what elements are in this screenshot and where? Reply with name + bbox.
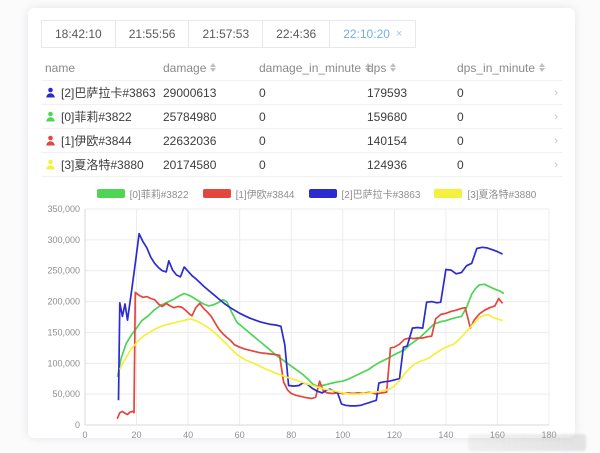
damage-in-minute-value: 0 <box>259 85 266 100</box>
row-expand-chevron-icon[interactable]: › <box>554 134 558 147</box>
player-icon <box>45 135 56 146</box>
player-name: [1]伊欧#3844 <box>61 134 132 148</box>
svg-text:140: 140 <box>438 430 453 440</box>
damage-value: 29000613 <box>163 85 217 100</box>
legend-label: [3]夏洛特#3880 <box>467 190 537 201</box>
dps-line-chart: 0 50,000 100,000 150,000 200,000 250,000 300,0… <box>41 203 562 452</box>
legend-item[interactable]: [1]伊欧#3844 <box>202 186 295 201</box>
column-header-dps-in-minute[interactable]: dps_in_minute <box>457 61 549 75</box>
dps-value: 140154 <box>367 133 408 148</box>
svg-text:0: 0 <box>75 420 80 430</box>
damage-in-minute-value: 0 <box>259 133 266 148</box>
svg-text:150,000: 150,000 <box>47 327 80 337</box>
column-header-damage-in-minute[interactable]: damage_in_minute <box>259 61 372 75</box>
legend-swatch <box>308 189 337 198</box>
watermark <box>468 434 586 451</box>
legend-label: [1]伊欧#3844 <box>235 190 295 201</box>
tab-label: 21:55:56 <box>128 27 176 41</box>
legend-item[interactable]: [0]菲莉#3822 <box>96 186 189 201</box>
svg-text:160: 160 <box>490 430 505 440</box>
row-expand-chevron-icon[interactable]: › <box>554 158 558 171</box>
sort-icon[interactable] <box>210 63 217 72</box>
svg-text:50,000: 50,000 <box>52 389 80 399</box>
dps-in-minute-value: 0 <box>457 157 464 172</box>
svg-text:180: 180 <box>541 430 556 440</box>
legend-label: [2]巴萨拉卡#3863 <box>341 190 421 201</box>
svg-text:100,000: 100,000 <box>47 358 80 368</box>
row-expand-chevron-icon[interactable]: › <box>554 110 558 123</box>
row-expand-chevron-icon[interactable]: › <box>554 86 558 99</box>
player-icon <box>45 111 56 122</box>
column-header-damage[interactable]: damage <box>163 61 259 75</box>
svg-text:300,000: 300,000 <box>47 235 80 245</box>
close-icon[interactable]: × <box>395 27 403 40</box>
dps-value: 159680 <box>367 109 408 124</box>
dps-in-minute-value: 0 <box>457 109 464 124</box>
damage-value: 20174580 <box>163 157 217 172</box>
chart-legend: [0]菲莉#3822 [1]伊欧#3844 [2]巴萨拉卡#3863 [3]夏洛… <box>71 186 562 201</box>
player-name: [2]巴萨拉卡#3863 <box>61 86 156 100</box>
table-row[interactable]: [2]巴萨拉卡#3863 29000613 0 179593 0 › <box>41 81 562 105</box>
column-header-name: name <box>45 60 76 75</box>
svg-text:80: 80 <box>286 430 296 440</box>
tab-label: 22:4:36 <box>276 27 317 41</box>
damage-value: 25784980 <box>163 109 217 124</box>
table-row[interactable]: [0]菲莉#3822 25784980 0 159680 0 › <box>41 105 562 129</box>
legend-swatch <box>434 189 463 198</box>
damage-in-minute-value: 0 <box>259 109 266 124</box>
svg-text:0: 0 <box>82 430 87 440</box>
player-stats-table: name damage damage_in_minute dps dps_in_… <box>41 55 562 177</box>
damage-value: 22632036 <box>163 133 217 148</box>
tab-encounter-5-active[interactable]: 22:10:20 × <box>329 20 417 48</box>
chart-canvas: 0 50,000 100,000 150,000 200,000 250,000 300,0… <box>47 204 556 440</box>
legend-item[interactable]: [2]巴萨拉卡#3863 <box>308 186 421 201</box>
table-row[interactable]: [1]伊欧#3844 22632036 0 140154 0 › <box>41 129 562 153</box>
legend-swatch <box>202 189 231 198</box>
encounter-tabbar: 18:42:10 21:55:56 21:57:53 22:4:36 22:10… <box>41 20 562 48</box>
tab-encounter-1[interactable]: 18:42:10 <box>41 20 116 48</box>
dps-value: 124936 <box>367 157 408 172</box>
sort-icon[interactable] <box>365 63 372 72</box>
svg-text:20: 20 <box>132 430 142 440</box>
dps-in-minute-value: 0 <box>457 133 464 148</box>
svg-text:350,000: 350,000 <box>47 204 80 214</box>
tab-label: 21:57:53 <box>202 27 250 41</box>
tab-label: 18:42:10 <box>55 27 102 41</box>
dps-meter-panel: 18:42:10 21:55:56 21:57:53 22:4:36 22:10… <box>28 8 575 440</box>
svg-text:120: 120 <box>387 430 402 440</box>
tab-label: 22:10:20 <box>343 27 390 41</box>
svg-text:250,000: 250,000 <box>47 266 80 276</box>
column-header-dps[interactable]: dps <box>367 61 457 75</box>
legend-label: [0]菲莉#3822 <box>129 190 189 201</box>
dps-in-minute-value: 0 <box>457 85 464 100</box>
svg-text:200,000: 200,000 <box>47 297 80 307</box>
player-icon <box>45 87 56 98</box>
tab-encounter-4[interactable]: 22:4:36 <box>262 20 331 48</box>
legend-swatch <box>96 189 125 198</box>
damage-in-minute-value: 0 <box>259 157 266 172</box>
player-name: [0]菲莉#3822 <box>61 110 132 124</box>
dps-value: 179593 <box>367 85 408 100</box>
table-row[interactable]: [3]夏洛特#3880 20174580 0 124936 0 › <box>41 153 562 177</box>
player-name: [3]夏洛特#3880 <box>61 158 144 172</box>
table-header-row: name damage damage_in_minute dps dps_in_… <box>41 55 562 81</box>
legend-item[interactable]: [3]夏洛特#3880 <box>434 186 536 201</box>
sort-icon[interactable] <box>539 63 546 72</box>
sort-icon[interactable] <box>390 63 397 72</box>
player-icon <box>45 159 56 170</box>
svg-text:60: 60 <box>235 430 245 440</box>
svg-text:100: 100 <box>335 430 350 440</box>
svg-text:40: 40 <box>183 430 193 440</box>
tab-encounter-2[interactable]: 21:55:56 <box>114 20 190 48</box>
tab-encounter-3[interactable]: 21:57:53 <box>188 20 264 48</box>
